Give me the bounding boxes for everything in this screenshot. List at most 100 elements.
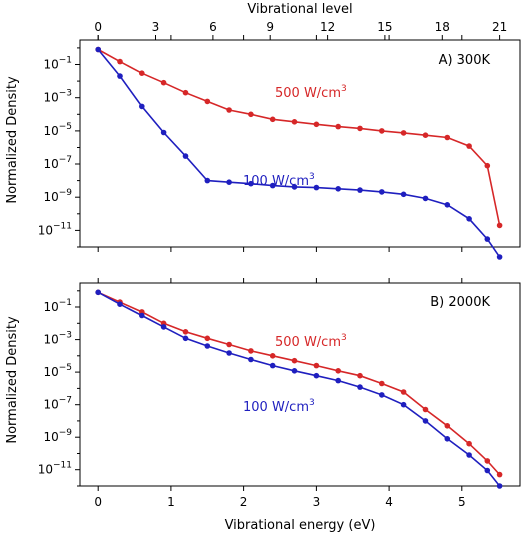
x-tick-label: 3 xyxy=(313,495,321,509)
data-point xyxy=(379,128,385,134)
y-axis-label-panel-a: Normalized Density xyxy=(5,76,20,204)
top-tick-label: 15 xyxy=(377,20,392,34)
y-tick-label: 10−1 xyxy=(43,56,72,72)
data-point xyxy=(117,301,123,308)
top-tick-label: 6 xyxy=(209,20,217,34)
data-point xyxy=(422,406,429,413)
series-label: 500 W/cm3 xyxy=(275,84,347,101)
data-point xyxy=(204,343,211,349)
data-point xyxy=(226,350,232,356)
top-axis-label: Vibrational level xyxy=(247,2,352,17)
series-label: 100 W/cm3 xyxy=(243,398,315,415)
data-point xyxy=(400,191,407,198)
data-point xyxy=(204,335,211,342)
data-point xyxy=(182,329,189,335)
data-point xyxy=(291,184,298,190)
data-point xyxy=(422,195,429,202)
data-point xyxy=(379,189,385,195)
data-point xyxy=(484,162,491,169)
x-tick-label: 5 xyxy=(458,495,466,509)
data-point xyxy=(422,418,429,424)
data-point xyxy=(484,458,491,464)
data-point xyxy=(248,180,254,187)
data-point xyxy=(291,357,298,364)
y-tick-label: 10−7 xyxy=(43,155,72,171)
x-tick-label: 1 xyxy=(167,495,175,509)
panel-label: B) 2000K xyxy=(430,295,490,310)
y-tick-label: 10−9 xyxy=(43,188,72,204)
data-point xyxy=(466,216,472,222)
data-point xyxy=(139,70,145,76)
data-point xyxy=(357,125,363,132)
top-tick-label: 21 xyxy=(492,20,507,34)
data-point xyxy=(226,341,232,348)
data-point xyxy=(182,335,189,342)
data-point xyxy=(466,440,472,447)
top-tick-label: 12 xyxy=(320,20,335,34)
panel-label: A) 300K xyxy=(439,53,491,68)
data-point xyxy=(182,153,189,159)
data-point xyxy=(160,324,167,330)
data-point xyxy=(400,401,407,408)
data-point xyxy=(313,372,320,379)
top-tick-label: 0 xyxy=(94,20,102,34)
data-point xyxy=(400,389,407,395)
series-line xyxy=(97,291,501,476)
data-point xyxy=(335,123,342,130)
x-tick-label: 2 xyxy=(240,495,248,509)
data-point xyxy=(95,46,101,53)
top-tick-label: 18 xyxy=(435,20,450,34)
series-line xyxy=(97,291,501,487)
data-point xyxy=(291,119,298,125)
data-point xyxy=(466,143,472,149)
data-point xyxy=(335,368,342,374)
data-point xyxy=(248,348,254,354)
x-tick-label: 4 xyxy=(385,495,393,509)
y-tick-label: 10−3 xyxy=(43,89,72,105)
data-point xyxy=(313,121,320,128)
y-axis-label-panel-b: Normalized Density xyxy=(5,316,20,444)
data-point xyxy=(139,103,145,110)
y-tick-label: 10−7 xyxy=(43,396,72,412)
data-point xyxy=(496,471,503,478)
top-tick-label: 9 xyxy=(266,20,274,34)
data-point xyxy=(444,202,451,208)
data-point xyxy=(204,98,211,105)
y-tick-label: 10−1 xyxy=(43,298,72,314)
series-label: 500 W/cm3 xyxy=(275,333,347,350)
y-tick-label: 10−11 xyxy=(38,461,72,477)
y-tick-label: 10−9 xyxy=(43,428,72,444)
data-point xyxy=(291,368,298,374)
data-point xyxy=(248,111,254,118)
data-point xyxy=(269,182,276,189)
data-point xyxy=(160,129,167,136)
y-tick-label: 10−5 xyxy=(43,122,72,138)
data-point xyxy=(444,134,451,141)
y-tick-label: 10−3 xyxy=(43,331,72,347)
bottom-axis-label: Vibrational energy (eV) xyxy=(225,518,376,533)
series-label: 100 W/cm3 xyxy=(243,172,315,189)
data-point xyxy=(117,73,123,79)
data-point xyxy=(226,179,232,185)
data-point xyxy=(357,372,363,379)
data-point xyxy=(248,356,254,363)
data-point xyxy=(182,89,189,96)
data-point xyxy=(444,423,451,429)
data-point xyxy=(269,116,276,123)
data-point xyxy=(357,187,363,193)
series-line xyxy=(97,48,501,258)
data-point xyxy=(496,254,503,260)
data-point xyxy=(379,392,385,398)
panel-a: 0 3 6 9 12 15 18 21 10−11 10−9 10−7 10−5 10−3 10−1 500… xyxy=(38,20,521,260)
data-point xyxy=(313,184,320,191)
data-point xyxy=(139,312,145,319)
data-point xyxy=(422,132,429,138)
data-point xyxy=(466,452,472,458)
data-point xyxy=(117,58,123,65)
y-tick-label: 10−11 xyxy=(38,221,72,237)
data-point xyxy=(444,436,451,442)
panel-b: 0 1 2 3 4 5 10−11 10−9 10−7 10−5 10−3 10−1 500 W/cm3… xyxy=(38,278,521,509)
data-point xyxy=(204,177,211,184)
plot-frame xyxy=(79,282,521,487)
